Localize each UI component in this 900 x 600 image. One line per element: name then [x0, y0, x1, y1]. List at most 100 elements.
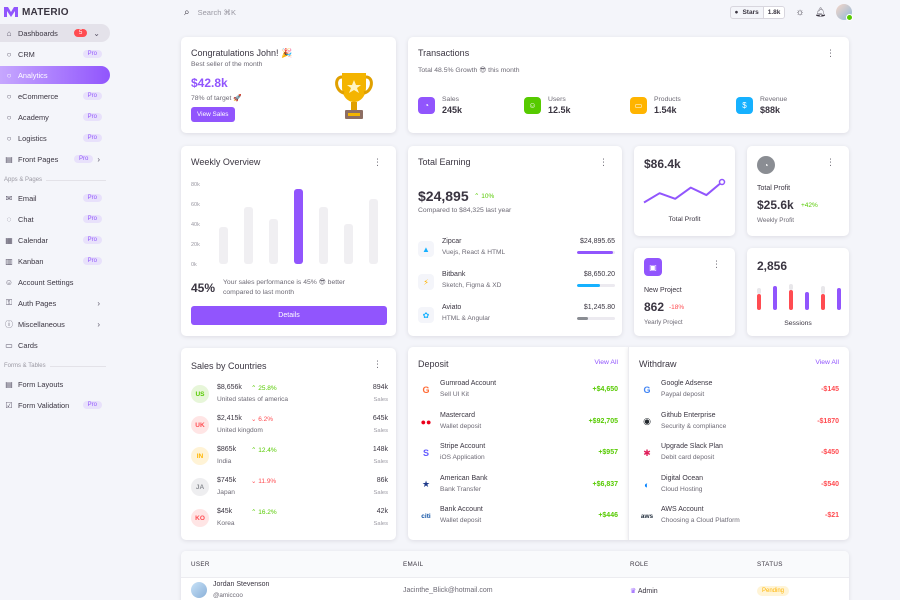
withdraw-row[interactable]: G Google Adsense Paypal deposit -$145 [639, 379, 839, 405]
deposit-row[interactable]: G Gumroad Account Sell UI Kit +$4,650 [418, 379, 618, 405]
github-icon: ● [734, 8, 739, 16]
sidebar-item-crm[interactable]: ○ CRM Pro [0, 45, 110, 63]
y-tick-label: 40k [191, 222, 200, 228]
american-bank-icon: ★ [421, 479, 431, 489]
arrow-up-icon: ⌃ [251, 509, 257, 516]
more-vertical-icon[interactable]: ⋮ [373, 359, 382, 369]
bell-icon[interactable]: 🔔︎ [814, 6, 826, 17]
search-icon: ⌕ [184, 6, 190, 18]
session-bar [757, 294, 761, 310]
deposit-card: Deposit View All G Gumroad Account Sell UI… [408, 347, 628, 540]
chat-icon: ◌ [6, 214, 12, 224]
logo-icon [4, 7, 18, 17]
profit-label: Total Profit [668, 216, 701, 223]
earning-amount: $24,895 [418, 188, 469, 204]
sessions-value: 2,856 [757, 259, 788, 273]
sidebar-item-account-settings[interactable]: ☺ Account Settings [4, 277, 74, 287]
withdraw-view-all-link[interactable]: View All [815, 359, 839, 366]
form-icon: ▤ [5, 379, 13, 389]
circle-icon: ○ [6, 70, 12, 80]
deposit-row[interactable]: citi Bank Account Wallet deposit +$446 [418, 505, 618, 531]
sun-icon[interactable]: ☼ [795, 6, 805, 18]
arrow-up-icon: ⌃ [251, 447, 257, 454]
bar-fri [344, 224, 353, 264]
github-enterprise-icon: ◉ [643, 416, 651, 426]
sidebar-item-email[interactable]: ✉ Email Pro [0, 189, 110, 207]
view-sales-button[interactable]: View Sales [191, 107, 235, 122]
more-vertical-icon[interactable]: ⋮ [826, 48, 835, 58]
withdraw-row[interactable]: ◐ Digital Ocean Cloud Hosting -$540 [639, 474, 839, 500]
digital-ocean-icon: ◐ [644, 479, 650, 490]
sidebar-item-form-layouts[interactable]: ▤ Form Layouts [5, 379, 64, 389]
country-row: US $8,656k ⌃ 25.8% United states of america… [191, 382, 388, 408]
more-vertical-icon[interactable]: ⋮ [712, 259, 721, 269]
sessions-label: Sessions [784, 320, 812, 327]
more-vertical-icon[interactable]: ⋮ [599, 157, 608, 167]
sessions-bar-chart [757, 284, 841, 310]
dollar-icon: $ [736, 97, 753, 114]
bar-mon [244, 207, 253, 264]
sidebar-item-form-validation[interactable]: ☑ Form Validation Pro [0, 396, 110, 414]
upgrade-slack-plan-icon: ✱ [643, 447, 651, 458]
earning-compare: Compared to $84,325 last year [418, 207, 512, 214]
users-icon: ☺ [524, 97, 541, 114]
more-vertical-icon[interactable]: ⋮ [373, 157, 382, 167]
stat-products: ▭ Products 1.54k [630, 96, 681, 115]
sidebar-item-ecommerce[interactable]: ○ eCommerce Pro [0, 87, 110, 105]
table-header: USER EMAIL ROLE STATUS [181, 551, 849, 577]
new-project-card: ▣ ⋮ New Project 862 -18% Yearly Project [634, 248, 735, 336]
search-placeholder: Search ⌘K [197, 7, 236, 17]
sidebar-item-front-pages[interactable]: ▤ Front Pages Pro › [5, 154, 100, 164]
profit-value: $86.4k [644, 157, 681, 171]
sidebar: MATERIO ⌂ Dashboards 5 ⌄ ○ CRM Pro ○ Ana… [0, 0, 112, 432]
deposit-row[interactable]: ●● Mastercard Wallet deposit +$92,705 [418, 411, 618, 437]
github-stars-button[interactable]: ● Stars 1.8k [729, 5, 786, 19]
deposit-row[interactable]: ★ American Bank Bank Transfer +$6,837 [418, 474, 618, 500]
session-bar [789, 290, 793, 310]
total-profit-card: ◔ ⋮ Total Profit $25.6k +42% Weekly Prof… [747, 146, 849, 236]
user-icon: ☺ [4, 277, 14, 287]
checklist-icon: ☑ [5, 400, 13, 410]
sidebar-item-chat[interactable]: ◌ Chat Pro [0, 210, 110, 228]
withdraw-row[interactable]: ◉ Github Enterprise Security & compliance -… [639, 411, 839, 437]
details-button[interactable]: Details [191, 306, 387, 325]
brand-name: MATERIO [22, 6, 69, 18]
chevron-right-icon: › [97, 298, 100, 308]
sidebar-item-logistics[interactable]: ○ Logistics Pro [0, 129, 110, 147]
deposit-view-all-link[interactable]: View All [594, 359, 618, 366]
trend-icon: ◔ [418, 97, 435, 114]
congrats-amount: $42.8k [191, 76, 228, 90]
users-table: USER EMAIL ROLE STATUS Jordan Stevenson … [181, 551, 849, 600]
withdraw-title: Withdraw [639, 359, 677, 369]
withdraw-row[interactable]: aws AWS Account Choosing a Cloud Platform -… [640, 506, 839, 524]
deposit-title: Deposit [418, 359, 449, 369]
weekly-percent: 45% [191, 281, 216, 295]
dashboards-badge: 5 [73, 29, 88, 37]
sidebar-item-kanban[interactable]: ▥ Kanban Pro [0, 252, 110, 270]
arrow-down-icon: ⌄ [251, 416, 257, 423]
user-avatar[interactable] [836, 4, 853, 21]
sidebar-item-cards[interactable]: ▭ Cards [5, 340, 38, 350]
kanban-icon: ▥ [5, 256, 13, 266]
sidebar-item-calendar[interactable]: ▦ Calendar Pro [0, 231, 110, 249]
sidebar-item-academy[interactable]: ○ Academy Pro [0, 108, 110, 126]
stripe-account-icon: S [422, 448, 429, 458]
cards-icon: ▭ [5, 340, 13, 350]
country-flag: UK [191, 416, 209, 434]
brand[interactable]: MATERIO [0, 0, 112, 24]
lock-icon: ⚿ [5, 298, 13, 307]
gumroad-account-icon: G [422, 385, 430, 395]
pages-icon: ▤ [5, 154, 13, 164]
table-row[interactable]: Jordan Stevenson @amiccoo Jacinthe_Blick… [181, 577, 849, 600]
circle-icon: ○ [6, 91, 12, 101]
section-forms-tables: Forms & Tables [0, 357, 112, 375]
search-box[interactable]: ⌕ Search ⌘K [184, 7, 236, 18]
sidebar-item-miscellaneous[interactable]: ⓘ Miscellaneous › [5, 319, 100, 329]
deposit-row[interactable]: S Stripe Account iOS Application +$957 [418, 442, 618, 468]
sidebar-item-analytics[interactable]: ○ Analytics [0, 66, 110, 84]
sidebar-item-dashboards[interactable]: ⌂ Dashboards 5 ⌄ [0, 24, 110, 42]
withdraw-row[interactable]: ✱ Upgrade Slack Plan Debit card deposit -$4… [639, 442, 839, 468]
sidebar-item-auth-pages[interactable]: ⚿ Auth Pages › [5, 298, 100, 308]
stat-users: ☺ Users 12.5k [524, 96, 571, 115]
more-vertical-icon[interactable]: ⋮ [826, 157, 835, 167]
